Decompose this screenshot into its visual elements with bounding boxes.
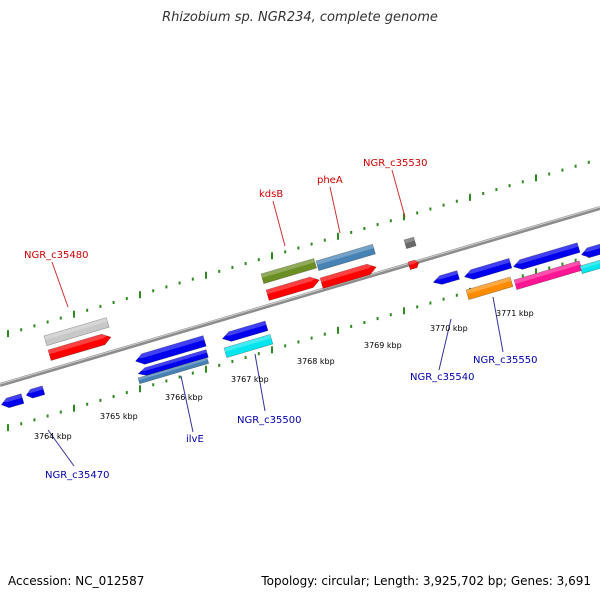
gene-kdsB-top-body (260, 258, 317, 284)
gene-label-NGR_c35540: NGR_c35540 (410, 372, 475, 383)
gene-pheA-top-shine (316, 244, 374, 265)
gene-NGR_c35540-shine (432, 270, 458, 280)
scale-label-3766: 3766 kbp (165, 393, 203, 402)
gene-NGR_c35480-top-body (43, 317, 110, 346)
leader-NGR_c35530 (391, 169, 406, 218)
gene-kdsB-top (260, 258, 317, 284)
gene-kdsB-top-shine (261, 258, 315, 278)
gene-pink-shine (514, 260, 581, 284)
gene-blue-mid-body (221, 320, 269, 342)
gene-NGR_c35500-shine (224, 334, 272, 352)
gene-NGR_c35470-shine (25, 385, 44, 393)
gene-ilvE-bot-body (137, 357, 210, 385)
gene-features (0, 236, 600, 409)
scale-label-3770: 3770 kbp (430, 324, 468, 333)
gene-left-edge (0, 393, 25, 409)
gene-NGR_c35480-top (43, 317, 110, 346)
gene-blue-mid (221, 320, 269, 342)
gene-NGR_c35480-arrow (47, 333, 112, 361)
gene-NGR_c35530-arrow-body (407, 259, 420, 271)
gene-NGR_c35550 (465, 276, 514, 300)
scale-label-3769: 3769 kbp (364, 341, 402, 350)
gene-label-NGR_c35480: NGR_c35480 (24, 250, 89, 261)
leader-NGR_c35480 (51, 261, 69, 308)
leader-NGR_c35550 (492, 296, 504, 353)
gene-NGR_c35530-box-body (403, 236, 417, 250)
gene-edge-cyan-body (579, 258, 600, 275)
gene-ilvE-top-body (135, 335, 207, 365)
gene-NGR_c35540 (432, 270, 460, 285)
genome-backbone (0, 206, 600, 387)
backbone-highlight (0, 206, 600, 385)
gene-kdsB-arrow-body (265, 276, 320, 301)
gene-label-NGR_c35530: NGR_c35530 (363, 158, 428, 169)
gene-label-ilvE: ilvE (186, 434, 204, 445)
gene-blue-far-right (512, 242, 581, 270)
gene-pheA-arrow-shine (320, 263, 376, 283)
gene-NGR_c35480-top-shine (44, 317, 108, 340)
gene-label-pheA: pheA (317, 175, 343, 186)
leader-NGR_c35500 (254, 353, 266, 412)
gene-ilvE-mid-shine (137, 349, 207, 372)
genome-title: Rhizobium sp. NGR234, complete genome (162, 10, 438, 25)
gene-blue-far-right-shine (512, 242, 579, 264)
gene-NGR_c35500 (223, 334, 274, 358)
gene-edge-cyan-shine (580, 259, 600, 270)
scale-label-3765: 3765 kbp (100, 412, 138, 421)
gene-NGR_c35540-body (432, 270, 460, 285)
gene-NGR_c35550-body (465, 276, 514, 300)
gene-blue-right (463, 258, 513, 280)
leader-NGR_c35540 (438, 318, 452, 371)
gene-pheA-arrow (319, 263, 377, 289)
scale-label-3764: 3764 kbp (34, 432, 72, 441)
gene-pheA-arrow-body (319, 263, 377, 289)
gene-NGR_c35550-shine (466, 276, 512, 294)
gene-pheA-top (315, 243, 376, 271)
gene-label-kdsB: kdsB (259, 189, 283, 200)
gene-ilvE-bot (137, 357, 210, 385)
gene-label-NGR_c35550: NGR_c35550 (473, 355, 538, 366)
gene-blue-right-shine (463, 258, 511, 274)
gene-blue-right-body (463, 258, 513, 280)
gene-NGR_c35500-body (223, 334, 274, 358)
gene-NGR_c35470 (25, 385, 46, 399)
gene-kdsB-arrow-shine (266, 276, 319, 295)
leader-kdsB (272, 200, 286, 247)
gene-left-edge-shine (0, 393, 23, 402)
leader-NGR_c35470 (47, 429, 75, 467)
gene-labels: NGR_c35480 kdsB pheA NGR_c35530 NGR_c354… (24, 158, 538, 481)
gene-NGR_c35470-body (25, 385, 46, 399)
topology-info: Topology: circular; Length: 3,925,702 bp… (261, 574, 591, 588)
backbone-line (0, 206, 600, 387)
leader-ilvE (180, 375, 194, 433)
gene-label-NGR_c35500: NGR_c35500 (237, 415, 302, 426)
gene-NGR_c35480-arrow-body (47, 333, 112, 361)
gene-kdsB-arrow (265, 276, 320, 301)
gene-label-NGR_c35470: NGR_c35470 (45, 470, 110, 481)
accession-label: Accession: NC_012587 (8, 574, 145, 588)
gene-NGR_c35530-box (403, 236, 417, 250)
gene-pheA-top-body (315, 243, 376, 271)
gene-blue-far-right-body (512, 242, 581, 270)
gene-edge-blue-shine (580, 243, 600, 252)
gene-blue-mid-shine (221, 320, 267, 336)
gene-edge-cyan (579, 258, 600, 275)
gene-NGR_c35530-arrow-shine (408, 260, 419, 266)
gene-NGR_c35530-box-shine (404, 237, 415, 244)
label-leaders (47, 169, 504, 467)
gene-ilvE-top (134, 335, 207, 365)
scale-label-3767: 3767 kbp (231, 375, 269, 384)
gene-left-edge-body (0, 393, 25, 409)
gene-NGR_c35480-arrow-shine (48, 334, 111, 355)
scale-label-3771: 3771 kbp (496, 309, 534, 318)
gene-edge-blue (580, 242, 600, 258)
gene-ilvE-top-shine (134, 335, 205, 359)
gene-ilvE-bot-shine (138, 357, 208, 381)
leader-pheA (329, 186, 341, 234)
scale-label-3768: 3768 kbp (297, 357, 335, 366)
gene-NGR_c35530-arrow (407, 259, 420, 271)
